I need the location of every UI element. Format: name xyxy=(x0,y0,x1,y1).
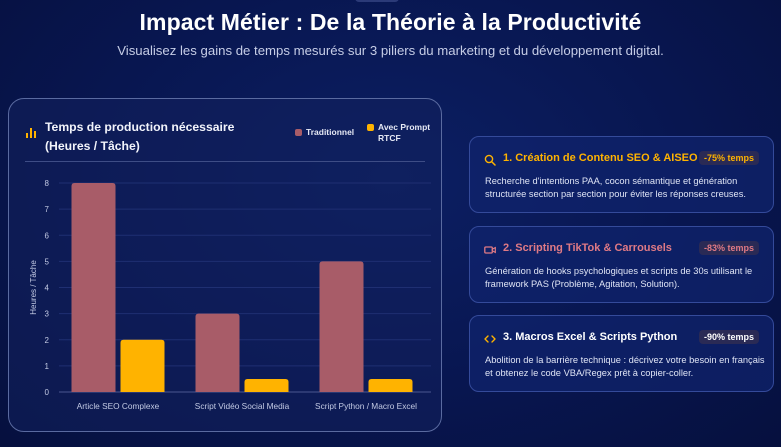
x-tick-label: Script Vidéo Social Media xyxy=(195,401,290,411)
bar-chart: 0 1 2 3 4 5 6 7 8 Heures / Tâche Article SEO Compl… xyxy=(29,179,431,411)
legend-item-traditionnel[interactable]: Traditionnel xyxy=(295,127,354,138)
y-tick-label: 3 xyxy=(45,310,50,319)
y-tick-label: 2 xyxy=(45,336,50,345)
y-tick-label: 8 xyxy=(45,179,50,188)
search-icon xyxy=(484,154,496,166)
bar-traditionnel xyxy=(319,261,364,392)
feature-card-description: Abolition de la barrière technique : déc… xyxy=(485,355,765,378)
time-saved-badge: -83% temps xyxy=(698,241,759,255)
code-icon xyxy=(484,335,496,343)
bar-traditionnel xyxy=(71,183,116,392)
video-icon xyxy=(484,246,496,254)
legend-item-rtcf[interactable]: Avec Prompt RTCF xyxy=(367,122,437,144)
feature-card-2: 2. Scripting TikTok & Carrousels -83% tem… xyxy=(469,226,774,303)
y-tick-label: 6 xyxy=(45,231,50,240)
x-tick-label: Script Python / Macro Excel xyxy=(315,401,417,411)
feature-card-title: 2. Scripting TikTok & Carrousels xyxy=(503,242,672,254)
bar-rtcf xyxy=(120,339,165,392)
legend-label-rtcf: Avec Prompt RTCF xyxy=(378,122,431,143)
page-title: Impact Métier : De la Théorie à la Produ… xyxy=(139,9,642,35)
y-tick-label: 5 xyxy=(45,257,50,266)
chart-card: Temps de production nécessaire (Heures /… xyxy=(8,98,442,432)
top-tab-handle xyxy=(355,0,399,2)
time-saved-badge: -90% temps xyxy=(698,330,759,344)
y-axis-label: Heures / Tâche xyxy=(29,260,38,315)
feature-card-title: 1. Création de Contenu SEO & AISEO xyxy=(503,152,698,164)
time-saved-badge: -75% temps xyxy=(698,151,759,165)
legend-swatch-traditionnel xyxy=(295,129,302,136)
bar-chart-icon xyxy=(26,128,36,138)
feature-card-title: 3. Macros Excel & Scripts Python xyxy=(503,331,678,343)
chart-divider xyxy=(25,161,425,162)
feature-card-3: 3. Macros Excel & Scripts Python -90% tem… xyxy=(469,315,774,392)
y-tick-label: 0 xyxy=(45,388,50,397)
feature-card-description: Génération de hooks psychologiques et sc… xyxy=(485,266,753,289)
y-tick-label: 7 xyxy=(45,205,50,214)
legend-label-traditionnel: Traditionnel xyxy=(306,127,355,137)
y-tick-label: 1 xyxy=(45,362,50,371)
chart-title: Temps de production nécessaire (Heures /… xyxy=(45,120,235,153)
feature-card-1: 1. Création de Contenu SEO & AISEO -75% t… xyxy=(469,136,774,213)
page-subtitle: Visualisez les gains de temps mesurés su… xyxy=(117,43,664,58)
legend-swatch-rtcf xyxy=(367,124,374,131)
feature-card-description: Recherche d'intentions PAA, cocon sémant… xyxy=(485,176,746,199)
bar-traditionnel xyxy=(195,313,240,392)
y-tick-label: 4 xyxy=(45,284,50,293)
x-tick-label: Article SEO Complexe xyxy=(77,401,160,411)
chart-legend: Traditionnel Avec Prompt RTCF xyxy=(285,122,435,154)
bar-rtcf xyxy=(368,378,413,392)
bar-rtcf xyxy=(244,378,289,392)
